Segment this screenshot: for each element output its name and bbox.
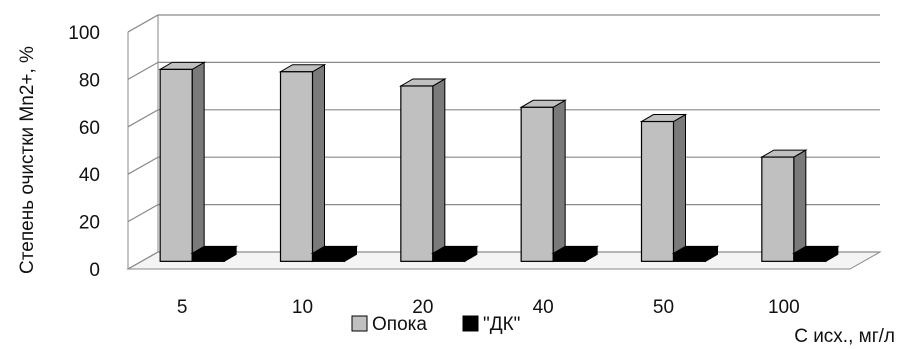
bars (158, 61, 840, 263)
y-tick-labels: 0 20 40 60 80 100 (68, 23, 100, 281)
x-tick-labels: 5 10 20 40 50 100 (177, 297, 800, 318)
gridlines (127, 14, 880, 270)
x-tick-label: 5 (177, 297, 188, 318)
bar-dk-100 (791, 245, 840, 263)
x-axis-label: С исх., мг/л (794, 326, 895, 347)
y-tick-label: 80 (79, 70, 100, 91)
x-tick-label: 40 (533, 297, 554, 318)
legend-label-dk: "ДК" (483, 314, 520, 335)
y-tick-label: 100 (68, 23, 100, 44)
bar-opoka-10-front (279, 71, 314, 262)
bar-opoka-20 (398, 78, 447, 263)
gridline (127, 61, 880, 80)
bar-opoka-20-side (432, 78, 446, 263)
bar-opoka-40 (519, 99, 568, 263)
x-tick-label: 100 (768, 297, 800, 318)
bar-opoka-5 (158, 61, 207, 263)
bar-opoka-100-front (761, 156, 795, 262)
bar-dk-40 (551, 245, 600, 263)
legend-swatch-opoka (351, 315, 368, 332)
bar-opoka-100 (759, 149, 808, 263)
bar-opoka-50-front (640, 120, 675, 262)
x-tick-label: 10 (292, 297, 313, 318)
bar-opoka-100-side (793, 149, 807, 263)
bar-dk-20-front (432, 252, 466, 262)
bar-dk-5 (190, 245, 239, 263)
y-tick-label: 0 (89, 260, 100, 281)
legend-label-opoka: Опока (372, 314, 427, 335)
gridline (127, 14, 880, 33)
gridline (127, 156, 880, 175)
bar-opoka-5-front (159, 68, 193, 262)
bar-opoka-5-side (191, 61, 205, 263)
bar-dk-10-front (311, 252, 346, 262)
gridline (127, 204, 880, 223)
x-tick-label: 50 (653, 297, 674, 318)
x-tick-label: 20 (412, 297, 433, 318)
bar-dk-40-front (552, 252, 586, 262)
legend-swatch-dk (462, 315, 479, 332)
bar-opoka-40-front (520, 106, 554, 262)
bar-opoka-10 (278, 63, 327, 263)
bar-dk-50-front (672, 252, 707, 262)
bar-dk-20 (430, 245, 479, 263)
bar-opoka-50 (639, 113, 688, 263)
gridline (127, 251, 880, 270)
bar-dk-5-front (191, 252, 225, 262)
bar-dk-10 (310, 245, 359, 263)
bar-dk-100-front (793, 252, 827, 262)
y-tick-label: 40 (79, 165, 100, 186)
gridline (127, 109, 880, 128)
legend: Опока "ДК" (351, 314, 520, 335)
y-tick-label: 60 (79, 118, 100, 139)
bar-opoka-40-side (552, 99, 566, 263)
bar-opoka-20-front (400, 85, 434, 262)
bar-opoka-10-side (312, 63, 325, 263)
y-tick-label: 20 (79, 213, 100, 234)
y-axis-label: Степень очистки Mn2+, % (17, 46, 38, 274)
back-wall-left-edge (127, 15, 159, 270)
bar-dk-50 (671, 245, 720, 263)
bar-opoka-50-side (673, 113, 686, 263)
